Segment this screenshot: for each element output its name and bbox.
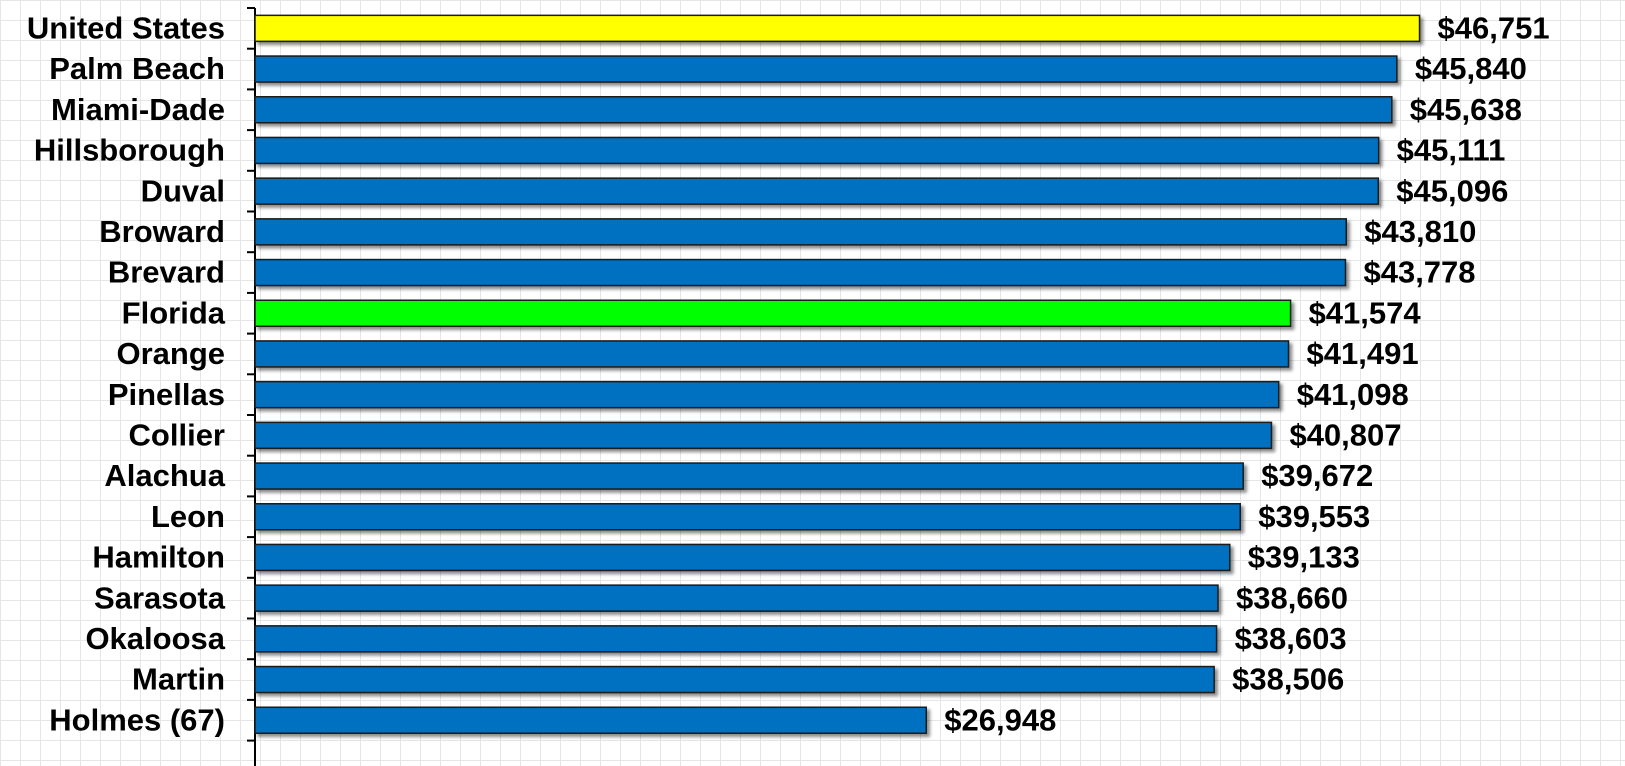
value-label: $41,098 <box>1297 377 1409 412</box>
bar <box>254 340 1290 368</box>
category-label: Martin <box>132 662 225 697</box>
value-label: $26,948 <box>944 702 1056 737</box>
value-label: $41,574 <box>1309 295 1422 330</box>
category-label: Duval <box>141 173 225 208</box>
category-label: United States <box>27 11 225 46</box>
bar <box>254 421 1273 450</box>
bar <box>254 462 1244 490</box>
bar <box>254 258 1347 287</box>
bar <box>254 55 1398 83</box>
value-label: $43,810 <box>1364 214 1476 249</box>
category-label: Pinellas <box>108 377 225 412</box>
bar <box>254 136 1380 165</box>
category-label: Florida <box>122 295 226 330</box>
category-label: Broward <box>99 214 225 249</box>
category-label: Brevard <box>108 255 225 290</box>
value-label: $40,807 <box>1289 418 1401 453</box>
bar <box>254 14 1421 43</box>
bar <box>254 543 1231 572</box>
bar <box>254 706 928 734</box>
category-label: Hamilton <box>92 540 225 575</box>
value-label: $38,506 <box>1232 662 1344 697</box>
category-label: Leon <box>151 499 225 534</box>
value-label: $38,603 <box>1235 621 1347 656</box>
category-label: Orange <box>116 336 225 371</box>
category-label: Palm Beach <box>49 51 225 86</box>
value-label: $39,553 <box>1258 499 1370 534</box>
category-label: Holmes (67) <box>49 702 225 737</box>
value-label: $38,660 <box>1236 580 1348 615</box>
value-label: $45,840 <box>1415 51 1527 86</box>
value-label: $41,491 <box>1307 336 1419 371</box>
category-label: Okaloosa <box>85 621 225 656</box>
value-label: $39,133 <box>1248 540 1360 575</box>
bar <box>254 584 1219 612</box>
value-label: $45,111 <box>1397 133 1506 168</box>
category-label: Miami-Dade <box>51 92 225 127</box>
value-label: $46,751 <box>1438 11 1550 46</box>
bar <box>254 665 1215 694</box>
bar <box>254 177 1380 205</box>
category-label: Hillsborough <box>34 133 225 168</box>
category-label: Alachua <box>104 458 225 493</box>
bar <box>254 218 1348 246</box>
bar <box>254 503 1241 531</box>
value-label: $45,638 <box>1410 92 1522 127</box>
category-label: Sarasota <box>94 580 226 615</box>
bar <box>254 96 1393 124</box>
value-label: $43,778 <box>1363 255 1475 290</box>
bar <box>254 625 1218 653</box>
value-label: $45,096 <box>1396 173 1508 208</box>
category-label: Collier <box>129 418 225 453</box>
value-label: $39,672 <box>1261 458 1373 493</box>
bar <box>254 380 1280 409</box>
bar <box>254 299 1292 327</box>
